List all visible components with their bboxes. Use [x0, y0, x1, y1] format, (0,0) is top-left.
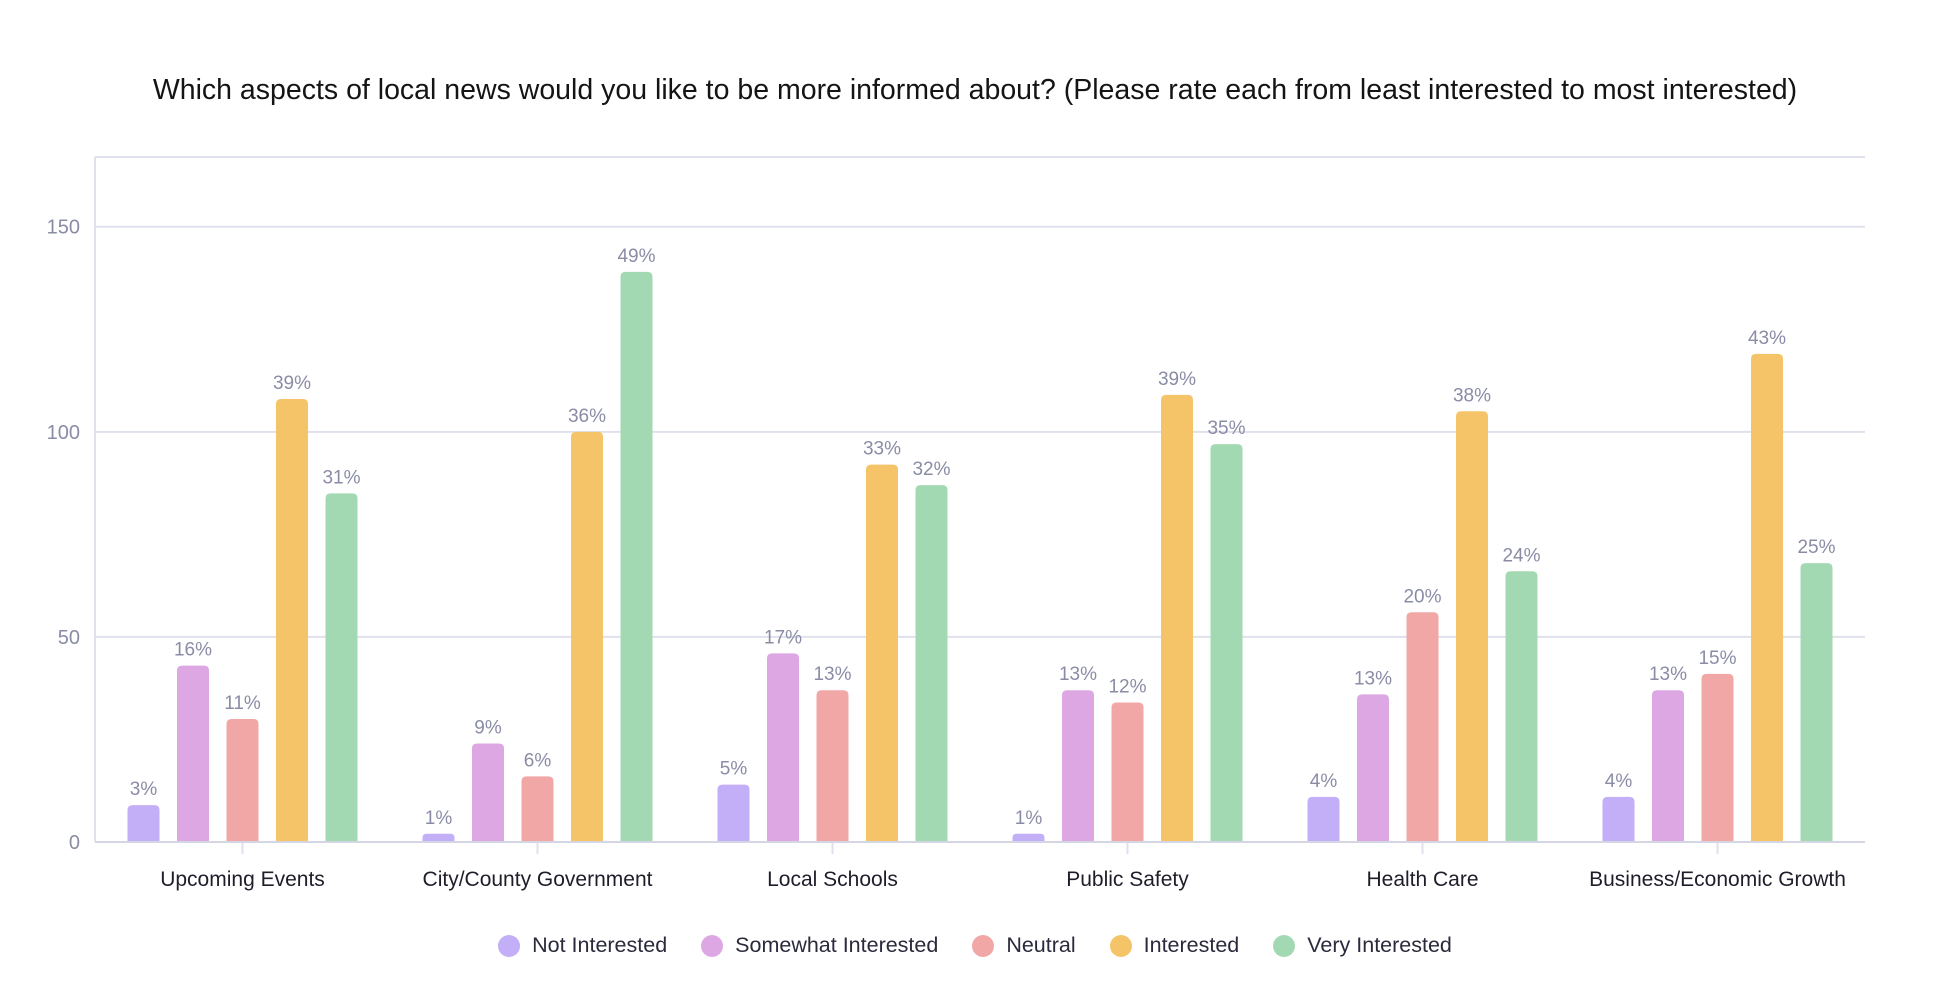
- bar: [1602, 796, 1635, 842]
- data-label: 33%: [863, 439, 901, 460]
- legend-label: Not Interested: [532, 933, 668, 957]
- bar: [1652, 690, 1684, 842]
- data-label: 35%: [1207, 418, 1245, 439]
- y-tick-label: 50: [58, 627, 80, 649]
- legend-label: Somewhat Interested: [735, 933, 939, 957]
- data-label: 43%: [1748, 328, 1786, 349]
- data-label: 38%: [1453, 385, 1491, 406]
- y-tick-label: 100: [47, 422, 80, 444]
- bar: [1210, 444, 1243, 842]
- legend-item[interactable]: Somewhat Interested: [701, 933, 938, 958]
- bar: [1505, 571, 1538, 842]
- legend: Not Interested Somewhat Interested Neutral…: [0, 933, 1950, 958]
- legend-item[interactable]: Interested: [1109, 933, 1240, 958]
- data-labels: 3% 16% 11% 39% 31% 1% 9% 6% 36% 49% 5% 17% 13% 33% 32%…: [130, 246, 1836, 829]
- chart-title: Which aspects of local news would you li…: [152, 74, 1798, 106]
- legend-item[interactable]: Not Interested: [498, 933, 667, 958]
- data-label: 1%: [1015, 808, 1043, 829]
- bar: [915, 485, 948, 842]
- bar: [422, 833, 455, 842]
- bar: [866, 464, 898, 842]
- bar: [620, 271, 653, 842]
- data-label: 16%: [174, 640, 212, 661]
- y-axis: 0 50 100 150: [47, 217, 80, 854]
- data-label: 17%: [764, 627, 802, 648]
- legend-item[interactable]: Very Interested: [1273, 933, 1452, 958]
- x-tick-label: Upcoming Events: [160, 868, 325, 891]
- bar: [1161, 394, 1193, 842]
- bar: [521, 776, 554, 842]
- bar: [1357, 694, 1389, 842]
- data-label: 5%: [720, 759, 748, 780]
- bar: [226, 718, 259, 842]
- bar: [1800, 563, 1833, 842]
- data-label: 9%: [474, 718, 502, 739]
- data-label: 6%: [524, 750, 552, 771]
- gridlines: [94, 156, 1865, 843]
- bar: [816, 690, 849, 842]
- legend-label: Neutral: [1006, 933, 1076, 957]
- data-label: 13%: [813, 664, 851, 685]
- data-label: 24%: [1502, 545, 1540, 566]
- legend-swatch-icon: [972, 934, 995, 957]
- bar: [767, 653, 799, 842]
- data-label: 31%: [322, 467, 360, 488]
- legend-label: Very Interested: [1307, 933, 1452, 957]
- bar: [571, 431, 603, 842]
- data-label: 13%: [1649, 664, 1687, 685]
- bar: [1111, 702, 1144, 842]
- bar: [325, 493, 358, 842]
- bar: [1012, 833, 1045, 842]
- data-label: 39%: [273, 373, 311, 394]
- bar: [717, 784, 750, 842]
- bar: [1701, 673, 1734, 842]
- bar: [1751, 353, 1783, 842]
- bar: [1456, 411, 1488, 842]
- data-label: 4%: [1310, 771, 1338, 792]
- x-axis: Upcoming Events City/County Government Loc…: [95, 841, 1865, 891]
- data-label: 12%: [1108, 677, 1146, 698]
- x-tick-label: Business/Economic Growth: [1589, 868, 1846, 891]
- data-label: 11%: [224, 693, 261, 714]
- bars: [127, 271, 1833, 842]
- bar: [276, 399, 308, 842]
- data-label: 3%: [130, 779, 158, 800]
- legend-swatch-icon: [1109, 934, 1132, 957]
- bar: [177, 665, 209, 842]
- data-label: 13%: [1059, 664, 1097, 685]
- data-label: 49%: [617, 246, 655, 267]
- data-label: 39%: [1158, 369, 1196, 390]
- y-tick-label: 0: [69, 832, 80, 854]
- x-tick-label: Public Safety: [1066, 868, 1189, 891]
- data-label: 36%: [568, 406, 606, 427]
- legend-item[interactable]: Neutral: [972, 933, 1076, 958]
- bar: [472, 743, 504, 842]
- legend-label: Interested: [1143, 933, 1240, 957]
- bar: [1062, 690, 1094, 842]
- data-label: 32%: [912, 459, 950, 480]
- legend-swatch-icon: [1273, 934, 1296, 957]
- bar: [127, 805, 160, 842]
- x-tick-label: Health Care: [1366, 868, 1478, 891]
- legend-swatch-icon: [498, 934, 521, 957]
- data-label: 1%: [425, 808, 453, 829]
- data-label: 25%: [1797, 537, 1835, 558]
- data-label: 20%: [1403, 586, 1441, 607]
- data-label: 15%: [1698, 648, 1736, 669]
- bar: [1406, 612, 1439, 842]
- legend-swatch-icon: [701, 934, 724, 957]
- y-tick-label: 150: [47, 217, 80, 239]
- x-tick-label: City/County Government: [423, 868, 653, 891]
- x-tick-label: Local Schools: [767, 868, 898, 891]
- bar: [1307, 796, 1340, 842]
- data-label: 13%: [1354, 668, 1392, 689]
- data-label: 4%: [1605, 771, 1633, 792]
